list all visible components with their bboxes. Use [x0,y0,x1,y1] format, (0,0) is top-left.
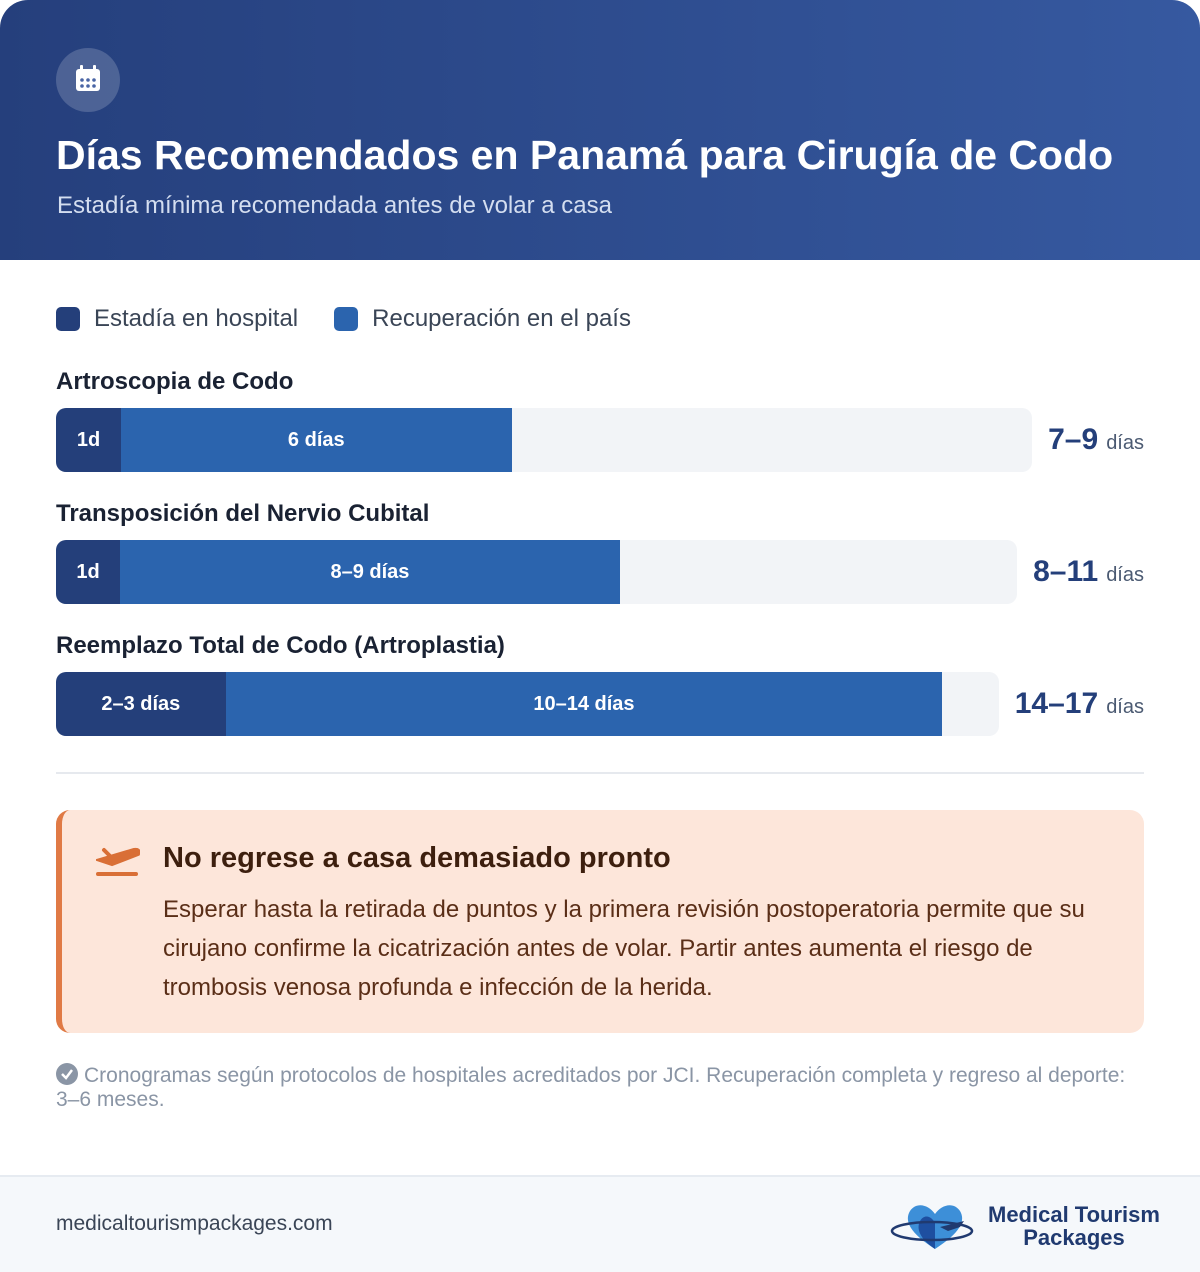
bar-line: 1d 6 días 7–9 días [56,408,1144,472]
bar-track: 2–3 días 10–14 días [56,672,999,736]
check-icon [56,1063,78,1085]
calendar-icon [56,48,120,112]
legend-item: Recuperación en el país [334,305,631,333]
bar-row: Transposición del Nervio Cubital 1d 8–9 dí… [56,500,1144,632]
bar-line: 1d 8–9 días 8–11 días [56,540,1144,604]
plane-icon [96,847,140,876]
bar-segment: 10–14 días [225,672,943,736]
calendar-glyph [76,65,100,91]
logo-line: Medical Tourism [988,1202,1160,1227]
total-label: 7–9 días [1048,423,1144,457]
alert-body: Esperar hasta la retirada de puntos y la… [163,896,1085,1001]
bar-track: 1d 8–9 días [56,540,1018,604]
value-label: 6 días [287,428,345,451]
logo-mark [890,1205,974,1249]
bar-segment: 6 días [121,408,512,472]
logo-line: Packages [1023,1225,1125,1250]
bar-segment: 1d [56,408,122,472]
bar-track: 1d 6 días [56,408,1033,472]
header: Días Recomendados en Panamá para Cirugía… [0,0,1200,260]
legend-label: Estadía en hospital [94,305,299,332]
bar-rows: Artroscopia de Codo 1d 6 días 7–9 días Transp… [56,368,1144,764]
title: Días Recomendados en Panamá para Cirugía… [56,132,1114,178]
total-unit: días [1106,564,1144,586]
separator [56,772,1144,774]
alert-title: No regrese a casa demasiado pronto [163,842,671,874]
footer-url: medicaltourismpackages.com [56,1212,333,1235]
bar-segment: 1d [56,540,121,604]
total-unit: días [1106,696,1144,718]
logo: Medical Tourism Packages [890,1199,1160,1253]
value-label: 8–9 días [330,560,410,583]
bar-segment: 8–9 días [120,540,620,604]
logo-text: Medical Tourism Packages [988,1203,1160,1249]
legend: Estadía en hospital Recuperación en el pa… [56,305,631,333]
bar-row: Artroscopia de Codo 1d 6 días 7–9 días [56,368,1144,500]
legend-label: Recuperación en el país [372,305,631,332]
category-label: Artroscopia de Codo [56,368,294,395]
bar-row: Reemplazo Total de Codo (Artroplastia) 2–… [56,632,1144,764]
total-label: 14–17 días [1015,687,1144,721]
category-label: Reemplazo Total de Codo (Artroplastia) [56,632,505,659]
legend-swatch [56,307,80,331]
total-value: 14–17 [1014,687,1099,720]
value-label: 10–14 días [533,692,635,715]
legend-swatch [334,307,359,331]
value-label: 1d [76,560,100,583]
legend-item: Estadía en hospital [56,305,298,333]
footer: medicaltourismpackages.com Medical Touri… [0,1175,1200,1272]
note: Cronogramas según protocolos de hospital… [56,1063,1126,1112]
bar-line: 2–3 días 10–14 días 14–17 días [56,672,1144,736]
total-value: 7–9 [1048,423,1099,456]
category-label: Transposición del Nervio Cubital [56,500,430,527]
total-value: 8–11 [1033,555,1099,588]
total-label: 8–11 días [1033,555,1144,589]
value-label: 2–3 días [101,692,181,715]
total-unit: días [1106,432,1144,454]
alert: No regrese a casa demasiado pronto Esper… [56,810,1144,1033]
value-label: 1d [76,428,101,451]
bar-segment: 2–3 días [56,672,226,736]
note-text: Cronogramas según protocolos de hospital… [56,1064,1126,1111]
subtitle: Estadía mínima recomendada antes de vola… [57,192,612,219]
